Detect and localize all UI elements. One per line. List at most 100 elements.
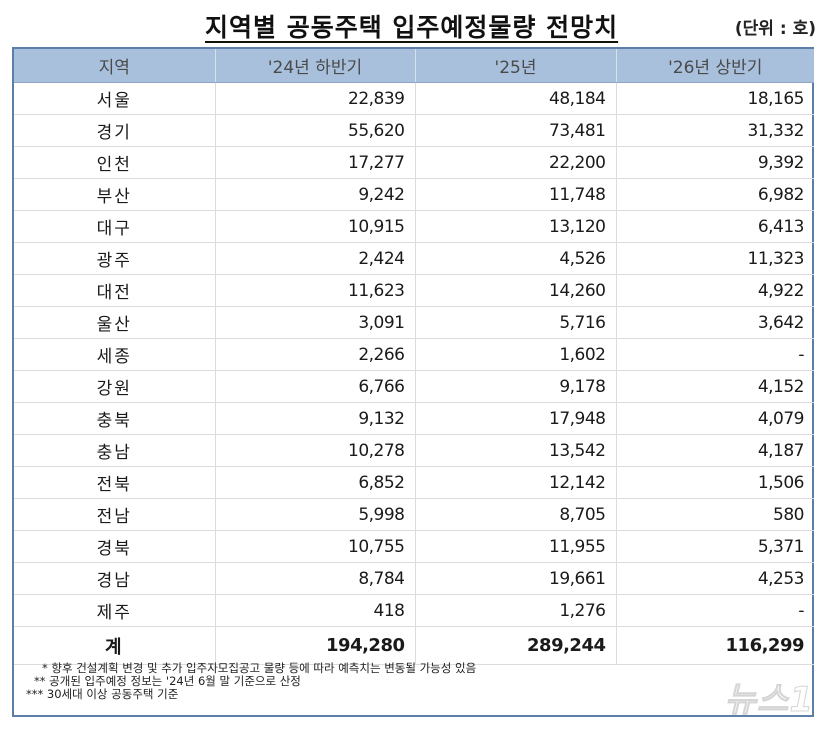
- h2-2024-cell: 418: [215, 594, 416, 627]
- table-row: 울산 3,091 5,716 3,642: [14, 306, 814, 339]
- table-row: 경기 55,620 73,481 31,332: [14, 114, 814, 147]
- h1-2026-cell: 5,371: [616, 530, 814, 563]
- h2-2024-cell: 6,766: [215, 370, 416, 403]
- region-cell: 전북: [14, 466, 216, 499]
- y2025-cell: 4,526: [415, 242, 617, 275]
- column-header-2025: '25년: [415, 49, 617, 83]
- y2025-cell: 1,602: [415, 338, 617, 371]
- h2-2024-cell: 11,623: [215, 274, 416, 307]
- region-cell: 서울: [14, 82, 216, 115]
- h1-2026-cell: -: [616, 338, 814, 371]
- table-row: 제주 418 1,276-: [14, 594, 814, 627]
- y2025-cell: 13,542: [415, 434, 617, 467]
- h1-2026-cell: 3,642: [616, 306, 814, 339]
- h2-2024-cell: 22,839: [215, 82, 416, 115]
- h1-2026-cell: -: [616, 594, 814, 627]
- h1-2026-cell: 580: [616, 498, 814, 531]
- table-row: 전남 5,998 8,705 580: [14, 498, 814, 531]
- total-region-cell: 계: [14, 626, 216, 665]
- h2-2024-cell: 5,998: [215, 498, 416, 531]
- h2-2024-cell: 2,424: [215, 242, 416, 275]
- y2025-cell: 48,184: [415, 82, 617, 115]
- h2-2024-cell: 8,784: [215, 562, 416, 595]
- table-row: 서울 22,839 48,184 18,165: [14, 82, 814, 115]
- table-header-row: 지역 '24년 하반기 '25년 '26년 상반기: [14, 49, 814, 83]
- h2-2024-cell: 55,620: [215, 114, 416, 147]
- h2-2024-cell: 3,091: [215, 306, 416, 339]
- h1-2026-cell: 4,253: [616, 562, 814, 595]
- h2-2024-cell: 17,277: [215, 146, 416, 179]
- h1-2026-cell: 4,187: [616, 434, 814, 467]
- h1-2026-cell: 1,506: [616, 466, 814, 499]
- table-row: 광주 2,424 4,526 11,323: [14, 242, 814, 275]
- table-row: 경북 10,755 11,955 5,371: [14, 530, 814, 563]
- y2025-cell: 9,178: [415, 370, 617, 403]
- footnote-1: * 향후 건설계획 변경 및 추가 입주자모집공고 물량 등에 따라 예측치는 …: [42, 661, 477, 675]
- h1-2026-cell: 4,922: [616, 274, 814, 307]
- table-row: 충남 10,278 13,542 4,187: [14, 434, 814, 467]
- h1-2026-cell: 6,982: [616, 178, 814, 211]
- y2025-cell: 14,260: [415, 274, 617, 307]
- news1-watermark-logo: 뉴스1: [724, 680, 814, 721]
- h1-2026-cell: 9,392: [616, 146, 814, 179]
- y2025-cell: 13,120: [415, 210, 617, 243]
- region-cell: 경남: [14, 562, 216, 595]
- region-cell: 대전: [14, 274, 216, 307]
- total-h2-2024-cell: 194,280: [215, 626, 416, 665]
- y2025-cell: 17,948: [415, 402, 617, 435]
- unit-label: (단위 : 호): [734, 19, 816, 39]
- footnote-3: *** 30세대 이상 공동주택 기준: [26, 687, 179, 701]
- table-row: 전북 6,852 12,142 1,506: [14, 466, 814, 499]
- y2025-cell: 5,716: [415, 306, 617, 339]
- h2-2024-cell: 10,278: [215, 434, 416, 467]
- table-row: 대전 11,623 14,260 4,922: [14, 274, 814, 307]
- table-row: 충북 9,132 17,948 4,079: [14, 402, 814, 435]
- h1-2026-cell: 6,413: [616, 210, 814, 243]
- h2-2024-cell: 9,242: [215, 178, 416, 211]
- column-header-h1-2026: '26년 상반기: [616, 49, 814, 83]
- h2-2024-cell: 10,755: [215, 530, 416, 563]
- region-cell: 인천: [14, 146, 216, 179]
- y2025-cell: 1,276: [415, 594, 617, 627]
- h2-2024-cell: 2,266: [215, 338, 416, 371]
- h2-2024-cell: 9,132: [215, 402, 416, 435]
- footnote-2: ** 공개된 입주예정 정보는 '24년 6월 말 기준으로 산정: [34, 674, 301, 688]
- title-row: 지역별 공동주택 입주예정물량 전망치 (단위 : 호): [0, 6, 828, 42]
- h1-2026-cell: 11,323: [616, 242, 814, 275]
- h1-2026-cell: 18,165: [616, 82, 814, 115]
- region-cell: 광주: [14, 242, 216, 275]
- region-cell: 전남: [14, 498, 216, 531]
- h1-2026-cell: 4,152: [616, 370, 814, 403]
- total-row: 계 194,280 289,244 116,299: [14, 626, 814, 665]
- table-row: 강원 6,766 9,178 4,152: [14, 370, 814, 403]
- region-cell: 부산: [14, 178, 216, 211]
- region-cell: 대구: [14, 210, 216, 243]
- footnotes: * 향후 건설계획 변경 및 추가 입주자모집공고 물량 등에 따라 예측치는 …: [12, 662, 572, 701]
- housing-supply-table: 지역 '24년 하반기 '25년 '26년 상반기 서울 22,839 48,184…: [14, 49, 814, 665]
- region-cell: 충남: [14, 434, 216, 467]
- region-cell: 경북: [14, 530, 216, 563]
- y2025-cell: 11,955: [415, 530, 617, 563]
- y2025-cell: 12,142: [415, 466, 617, 499]
- y2025-cell: 73,481: [415, 114, 617, 147]
- column-header-h2-2024: '24년 하반기: [215, 49, 416, 83]
- table-row: 경남 8,784 19,661 4,253: [14, 562, 814, 595]
- total-y2025-cell: 289,244: [415, 626, 617, 665]
- table-row: 부산 9,242 11,748 6,982: [14, 178, 814, 211]
- region-cell: 세종: [14, 338, 216, 371]
- table-row: 대구 10,915 13,120 6,413: [14, 210, 814, 243]
- region-cell: 충북: [14, 402, 216, 435]
- y2025-cell: 8,705: [415, 498, 617, 531]
- region-cell: 강원: [14, 370, 216, 403]
- region-cell: 경기: [14, 114, 216, 147]
- y2025-cell: 19,661: [415, 562, 617, 595]
- column-header-region: 지역: [14, 49, 216, 83]
- table-row: 세종 2,266 1,602-: [14, 338, 814, 371]
- region-cell: 울산: [14, 306, 216, 339]
- h1-2026-cell: 4,079: [616, 402, 814, 435]
- page-title: 지역별 공동주택 입주예정물량 전망치: [205, 13, 619, 42]
- total-h1-2026-cell: 116,299: [616, 626, 814, 665]
- h2-2024-cell: 6,852: [215, 466, 416, 499]
- h2-2024-cell: 10,915: [215, 210, 416, 243]
- h1-2026-cell: 31,332: [616, 114, 814, 147]
